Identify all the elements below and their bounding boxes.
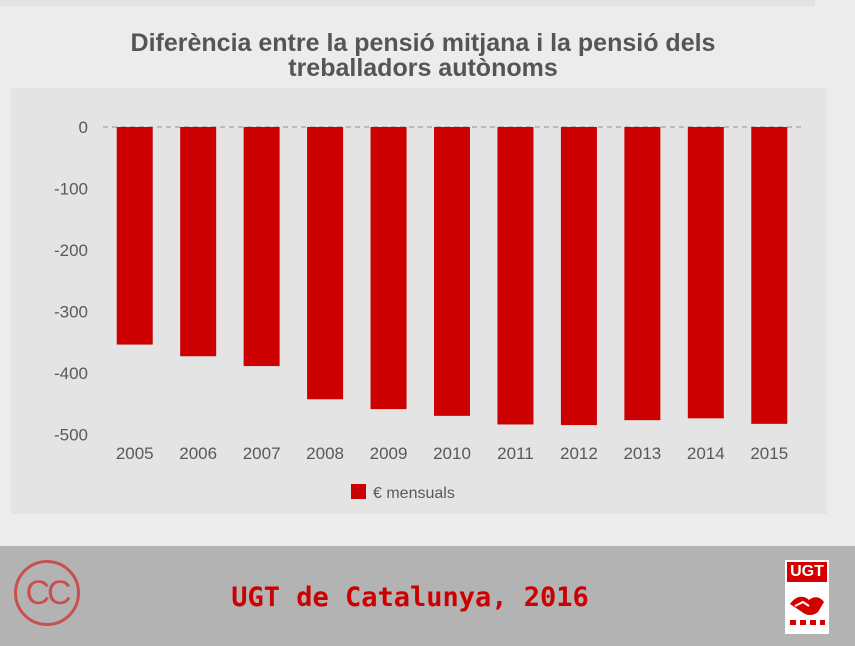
bar-2013 xyxy=(624,127,661,421)
plot-panel: 0 -100 -200 -300 -400 -500 2005 2006 2007 2008 200… xyxy=(11,88,827,514)
bar-2007 xyxy=(243,127,280,367)
bar-2015 xyxy=(751,127,788,424)
legend-swatch xyxy=(351,484,366,499)
x-tick-label: 2015 xyxy=(750,444,788,463)
x-tick-label: 2012 xyxy=(560,444,598,463)
cc-label: CC xyxy=(25,573,71,612)
bar-2005 xyxy=(116,127,153,345)
footer: CC UGT de Catalunya, 2016 UGT xyxy=(0,546,855,646)
x-tick-label: 2010 xyxy=(433,444,471,463)
y-tick-label: -300 xyxy=(54,302,88,321)
bar-2012 xyxy=(560,127,597,426)
y-tick-label: -500 xyxy=(54,425,88,444)
bar-2008 xyxy=(307,127,344,400)
y-tick-label: 0 xyxy=(79,118,88,137)
bar-2011 xyxy=(497,127,534,425)
handshake-icon xyxy=(790,596,825,625)
x-tick-label: 2013 xyxy=(623,444,661,463)
legend-label: € mensuals xyxy=(373,485,455,502)
ugt-logo: UGT xyxy=(785,560,829,634)
x-tick-label: 2006 xyxy=(179,444,217,463)
bar-chart: 0 -100 -200 -300 -400 -500 2005 2006 2007 2008 200… xyxy=(54,118,801,502)
x-tick-label: 2009 xyxy=(370,444,408,463)
bar-2010 xyxy=(434,127,470,416)
creative-commons-icon: CC xyxy=(14,560,80,626)
credit-text: UGT de Catalunya, 2016 xyxy=(231,582,589,613)
x-tick-label: 2011 xyxy=(497,444,534,463)
y-tick-label: -400 xyxy=(54,364,88,383)
chart-title-line-2: treballadors autònoms xyxy=(288,54,558,82)
x-tick-label: 2007 xyxy=(243,444,281,463)
bar-2006 xyxy=(180,127,217,357)
chart-title-line-1: Diferència entre la pensió mitjana i la … xyxy=(130,29,716,57)
bar-2014 xyxy=(687,127,724,419)
x-tick-label: 2008 xyxy=(306,444,344,463)
x-tick-label: 2005 xyxy=(116,444,154,463)
chart-title: Diferència entre la pensió mitjana i la … xyxy=(0,31,846,81)
y-tick-label: -200 xyxy=(54,241,88,260)
ugt-logo-text: UGT xyxy=(787,562,827,582)
top-strip xyxy=(0,0,815,6)
y-tick-label: -100 xyxy=(54,179,88,198)
bar-2009 xyxy=(370,127,407,410)
x-tick-label: 2014 xyxy=(687,444,725,463)
